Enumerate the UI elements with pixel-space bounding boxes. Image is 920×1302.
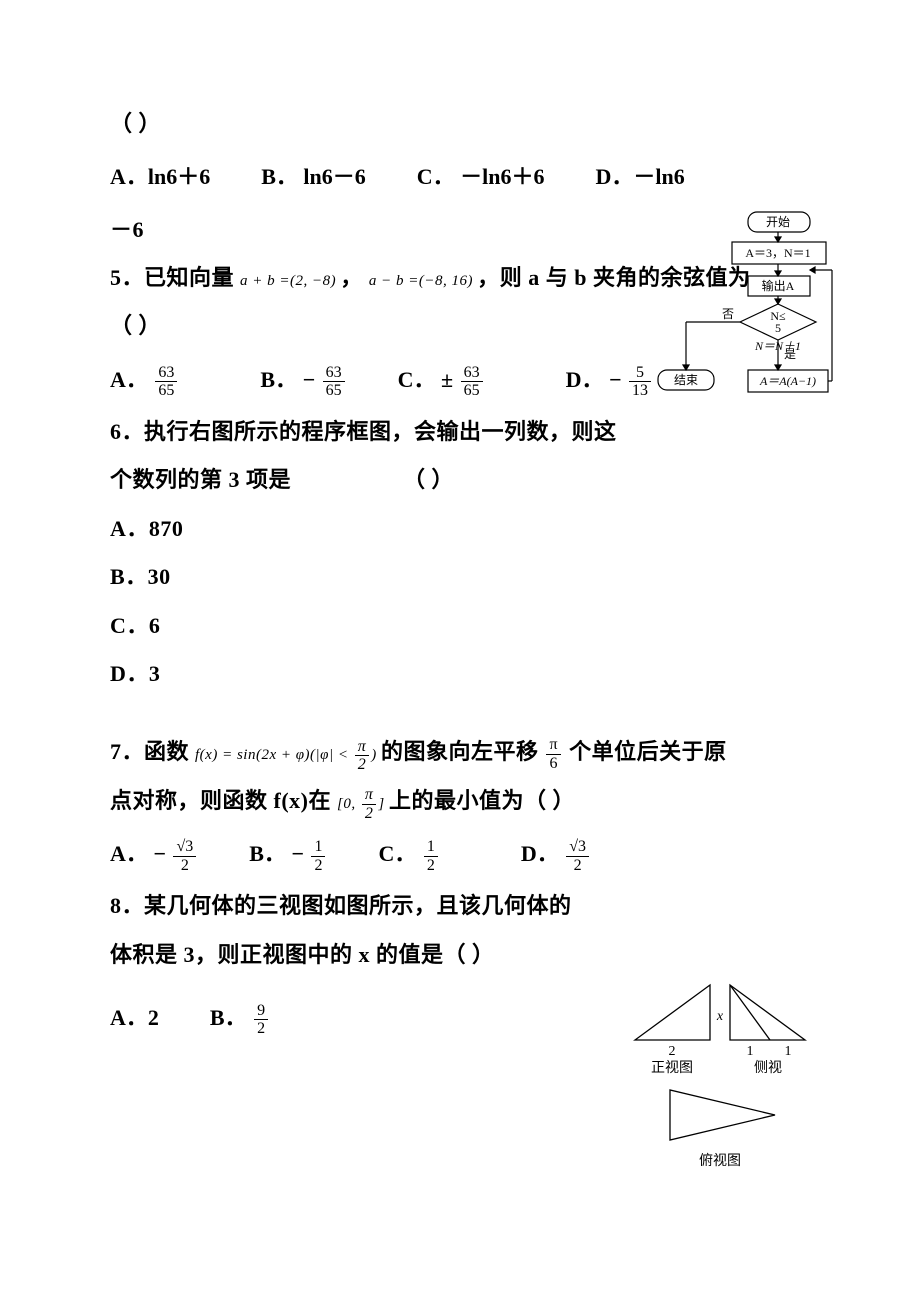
flow-yes: 是 <box>784 347 796 361</box>
q5-eq2: a − b =(−8, 16) <box>369 273 477 289</box>
q5-signD: − <box>609 367 622 392</box>
q7-optB: B． <box>249 841 286 866</box>
q7-fracD: √32 <box>566 838 589 874</box>
flow-aupdate: A＝A(A−1) <box>759 374 816 388</box>
q7-signA: − <box>153 841 166 866</box>
q7-options: A． − √32 B． − 12 C． 12 D． √32 <box>110 825 810 882</box>
q4-options: A．ln6＋6 B． ln6－6 C． －ln6＋6 D．－ln6 <box>110 148 810 205</box>
tv-side-b1: 1 <box>747 1044 754 1059</box>
q5-fracC: 6365 <box>461 364 483 400</box>
q7-stem-a: 7．函数 <box>110 739 189 764</box>
q5-comma1: ， <box>340 265 363 290</box>
q6-paren: （ ） <box>403 467 454 492</box>
flow-init: A＝3，N＝1 <box>745 246 810 260</box>
q7-interval: [0, π2] <box>337 796 389 812</box>
q7-optD: D． <box>521 841 559 866</box>
threeview-diagram: x 2 1 1 正视图 侧视 俯视图 <box>630 980 820 1190</box>
tv-front-label: 正视图 <box>651 1060 693 1076</box>
q4-optA: A．ln6＋6 <box>110 164 210 189</box>
q8-stem1: 8．某几何体的三视图如图所示，且该几何体的 <box>110 882 810 930</box>
q7-stem2-a: 点对称，则函数 f(x)在 <box>110 788 331 813</box>
flow-cond2: 5 <box>775 321 781 335</box>
q8-optA: A．2 <box>110 1005 159 1030</box>
q7-shift-frac: π6 <box>546 736 561 772</box>
q6-optA: A．870 <box>110 505 810 553</box>
q4-optC: C． －ln6＋6 <box>417 164 545 189</box>
q8-fracB: 92 <box>254 1002 268 1038</box>
q7-fracB: 12 <box>311 838 325 874</box>
q5-optC: C． <box>398 367 436 392</box>
flow-output: 输出A <box>762 278 795 293</box>
tv-top-label: 俯视图 <box>699 1153 741 1169</box>
tv-side-b2: 1 <box>785 1044 792 1059</box>
q6-stem2-line: 个数列的第 3 项是 （ ） <box>110 456 810 504</box>
flow-start: 开始 <box>766 215 790 229</box>
q7-optC: C． <box>378 841 416 866</box>
q7-stem-c: 个单位后关于原 <box>569 739 727 764</box>
q7-fracC: 12 <box>424 838 438 874</box>
q7-stem-b: 的图象向左平移 <box>381 739 539 764</box>
q6-stem2: 个数列的第 3 项是 <box>110 467 291 492</box>
q7-optA: A． <box>110 841 148 866</box>
q7-fracA: √32 <box>173 838 196 874</box>
q7-stem2-b: 上的最小值为（ ） <box>389 788 575 813</box>
q8-optB: B． <box>210 1005 247 1030</box>
flow-no: 否 <box>722 307 734 321</box>
q5-stem-a: 5．已知向量 <box>110 265 234 290</box>
flow-end: 结束 <box>674 373 698 387</box>
q5-optD: D． <box>566 367 604 392</box>
q7-signB: − <box>291 841 304 866</box>
q4-optD: D．－ln6 <box>596 164 685 189</box>
q7-stem-line1: 7．函数 f(x) = sin(2x + φ)(|φ| < π2) 的图象向左平… <box>110 728 810 776</box>
q4-paren: （ ） <box>110 100 810 148</box>
q5-signC: ± <box>441 367 453 392</box>
q7-func: f(x) = sin(2x + φ)(|φ| < π2) <box>195 747 381 763</box>
tv-x: x <box>716 1009 724 1024</box>
q4-optB: B． ln6－6 <box>261 164 366 189</box>
flowchart-diagram: 开始 A＝3，N＝1 输出A N≤ 5 N＝N＋1 A＝A(A−1) 结束 是 … <box>630 210 835 460</box>
q8-stem2: 体积是 3，则正视图中的 x 的值是（ ） <box>110 931 810 979</box>
q6-optB: B．30 <box>110 553 810 601</box>
tv-front-base: 2 <box>669 1044 676 1059</box>
q5-signB: − <box>303 367 316 392</box>
tv-side-label: 侧视 <box>754 1060 782 1076</box>
q7-stem-line2: 点对称，则函数 f(x)在 [0, π2] 上的最小值为（ ） <box>110 777 810 825</box>
q5-optA: A． <box>110 367 148 392</box>
q6-optC: C．6 <box>110 602 810 650</box>
q5-eq1: a + b =(2, −8) <box>240 273 340 289</box>
q5-fracB: 6365 <box>323 364 345 400</box>
q5-optB: B． <box>260 367 297 392</box>
q5-fracA: 6365 <box>155 364 177 400</box>
q6-optD: D．3 <box>110 650 810 698</box>
